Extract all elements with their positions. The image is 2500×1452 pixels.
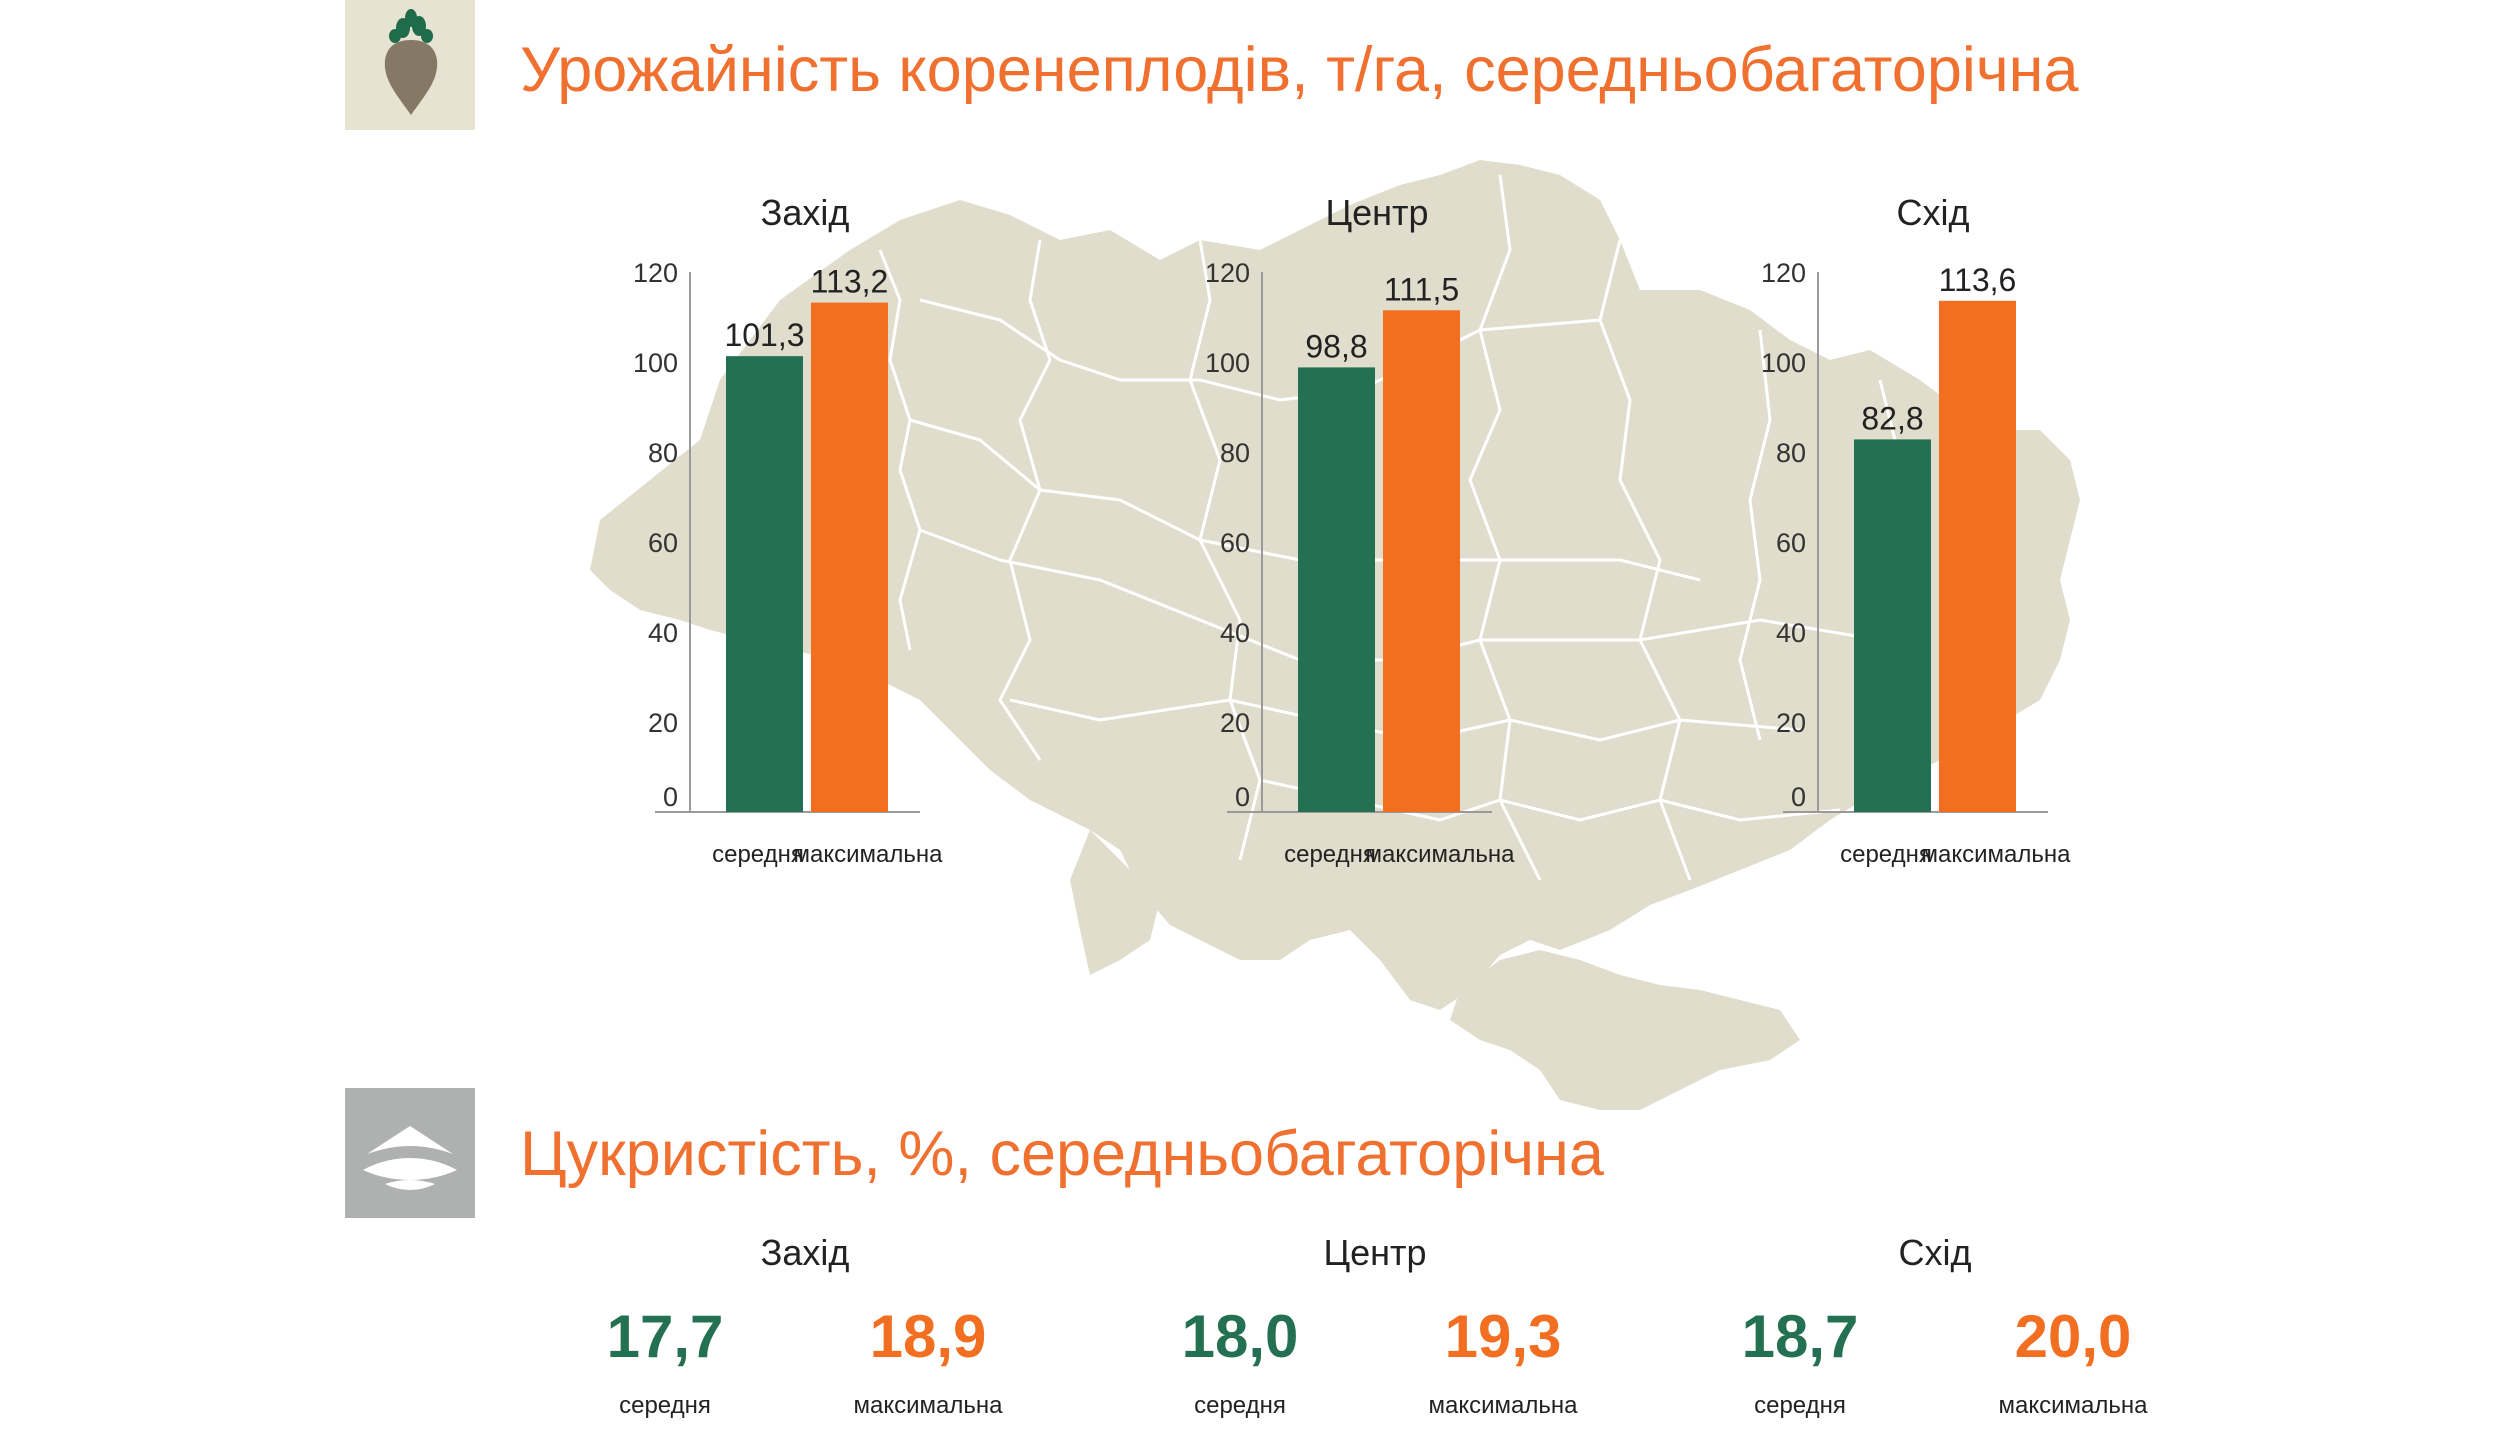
y-tick-label: 20 [648,708,678,738]
stat-region-name: Захід [760,1232,850,1273]
sugar-icon-box [345,1088,475,1218]
page: Урожайність коренеплодів, т/га, середньо… [345,0,2147,1419]
stat-maximum-value: 18,9 [869,1303,987,1370]
category-label: максимальна [794,841,944,868]
stat-maximum: 20,0 максимальна [1973,1302,2173,1420]
stat-average: 18,0 середня [1140,1302,1340,1420]
stat-average-label: середня [619,1392,711,1419]
y-tick-label: 40 [648,618,678,648]
odesa-coast-shape [1070,830,1160,975]
crimea-shape [1450,950,1800,1110]
category-label: середня [1284,841,1376,868]
sugar-pile-icon [363,1126,457,1190]
stat-maximum: 18,9 максимальна [828,1302,1028,1420]
category-label: середня [1840,841,1932,868]
y-tick-label: 0 [1235,782,1250,812]
stat-maximum-label: максимальна [1998,1392,2148,1419]
sugar-section-title: Цукристість, %, середньобагаторічна [520,1119,1604,1189]
y-tick-label: 60 [1220,528,1250,558]
y-tick-label: 120 [633,258,678,288]
y-tick-label: 40 [1220,618,1250,648]
stat-maximum: 19,3 максимальна [1403,1302,1603,1420]
y-tick-label: 100 [1761,348,1806,378]
y-tick-label: 80 [1776,438,1806,468]
chart-title: Центр [1325,192,1428,233]
data-label: 111,5 [1384,271,1459,307]
y-tick-label: 120 [1761,258,1806,288]
stat-maximum-value: 20,0 [2014,1303,2132,1370]
data-label: 101,3 [724,317,804,353]
y-tick-label: 20 [1220,708,1250,738]
bar [1939,300,2016,812]
stat-average-value: 18,7 [1741,1303,1859,1370]
y-tick-label: 60 [648,528,678,558]
category-label: максимальна [1922,841,2072,868]
bar [1298,367,1375,812]
bar [1854,439,1931,812]
y-tick-label: 60 [1776,528,1806,558]
data-label: 82,8 [1861,400,1923,436]
stat-region-name: Центр [1323,1232,1427,1273]
sugar-stat-center: Центр 18,0 середня 19,3 максимальна [1095,1232,1655,1452]
stat-average-value: 18,0 [1181,1303,1299,1370]
stat-maximum-value: 19,3 [1444,1303,1562,1370]
stat-average: 17,7 середня [565,1302,765,1420]
category-label: середня [712,841,804,868]
y-tick-label: 80 [1220,438,1250,468]
stat-average-label: середня [1754,1392,1846,1419]
stat-average-label: середня [1194,1392,1286,1419]
y-tick-label: 100 [633,348,678,378]
stat-average: 18,7 середня [1700,1302,1900,1420]
y-tick-label: 120 [1205,258,1250,288]
data-label: 98,8 [1305,328,1367,364]
sugar-stat-west: Захід 17,7 середня 18,9 максимальна [525,1232,1085,1452]
y-tick-label: 80 [648,438,678,468]
y-tick-label: 20 [1776,708,1806,738]
category-label: максимальна [1366,841,1516,868]
sugar-beet-icon-box [345,0,475,130]
data-label: 113,6 [1939,262,2017,298]
chart-title: Схід [1896,192,1969,233]
y-tick-label: 0 [1791,782,1806,812]
data-label: 113,2 [811,264,889,300]
stat-maximum-label: максимальна [1428,1392,1578,1419]
yield-section-title: Урожайність коренеплодів, т/га, середньо… [520,35,2079,105]
stat-maximum-label: максимальна [853,1392,1003,1419]
bar [1383,310,1460,812]
y-tick-label: 100 [1205,348,1250,378]
yield-charts: Захід020406080100120101,3113,2середнямак… [633,192,2072,868]
bar [811,302,888,812]
sugar-beet-icon [384,9,438,115]
y-tick-label: 40 [1776,618,1806,648]
bar [726,356,803,812]
stat-average-value: 17,7 [606,1303,724,1370]
y-tick-label: 0 [663,782,678,812]
sugar-stat-east: Схід 18,7 середня 20,0 максимальна [1655,1232,2215,1452]
stat-region-name: Схід [1898,1232,1972,1273]
chart-title: Захід [761,192,850,233]
